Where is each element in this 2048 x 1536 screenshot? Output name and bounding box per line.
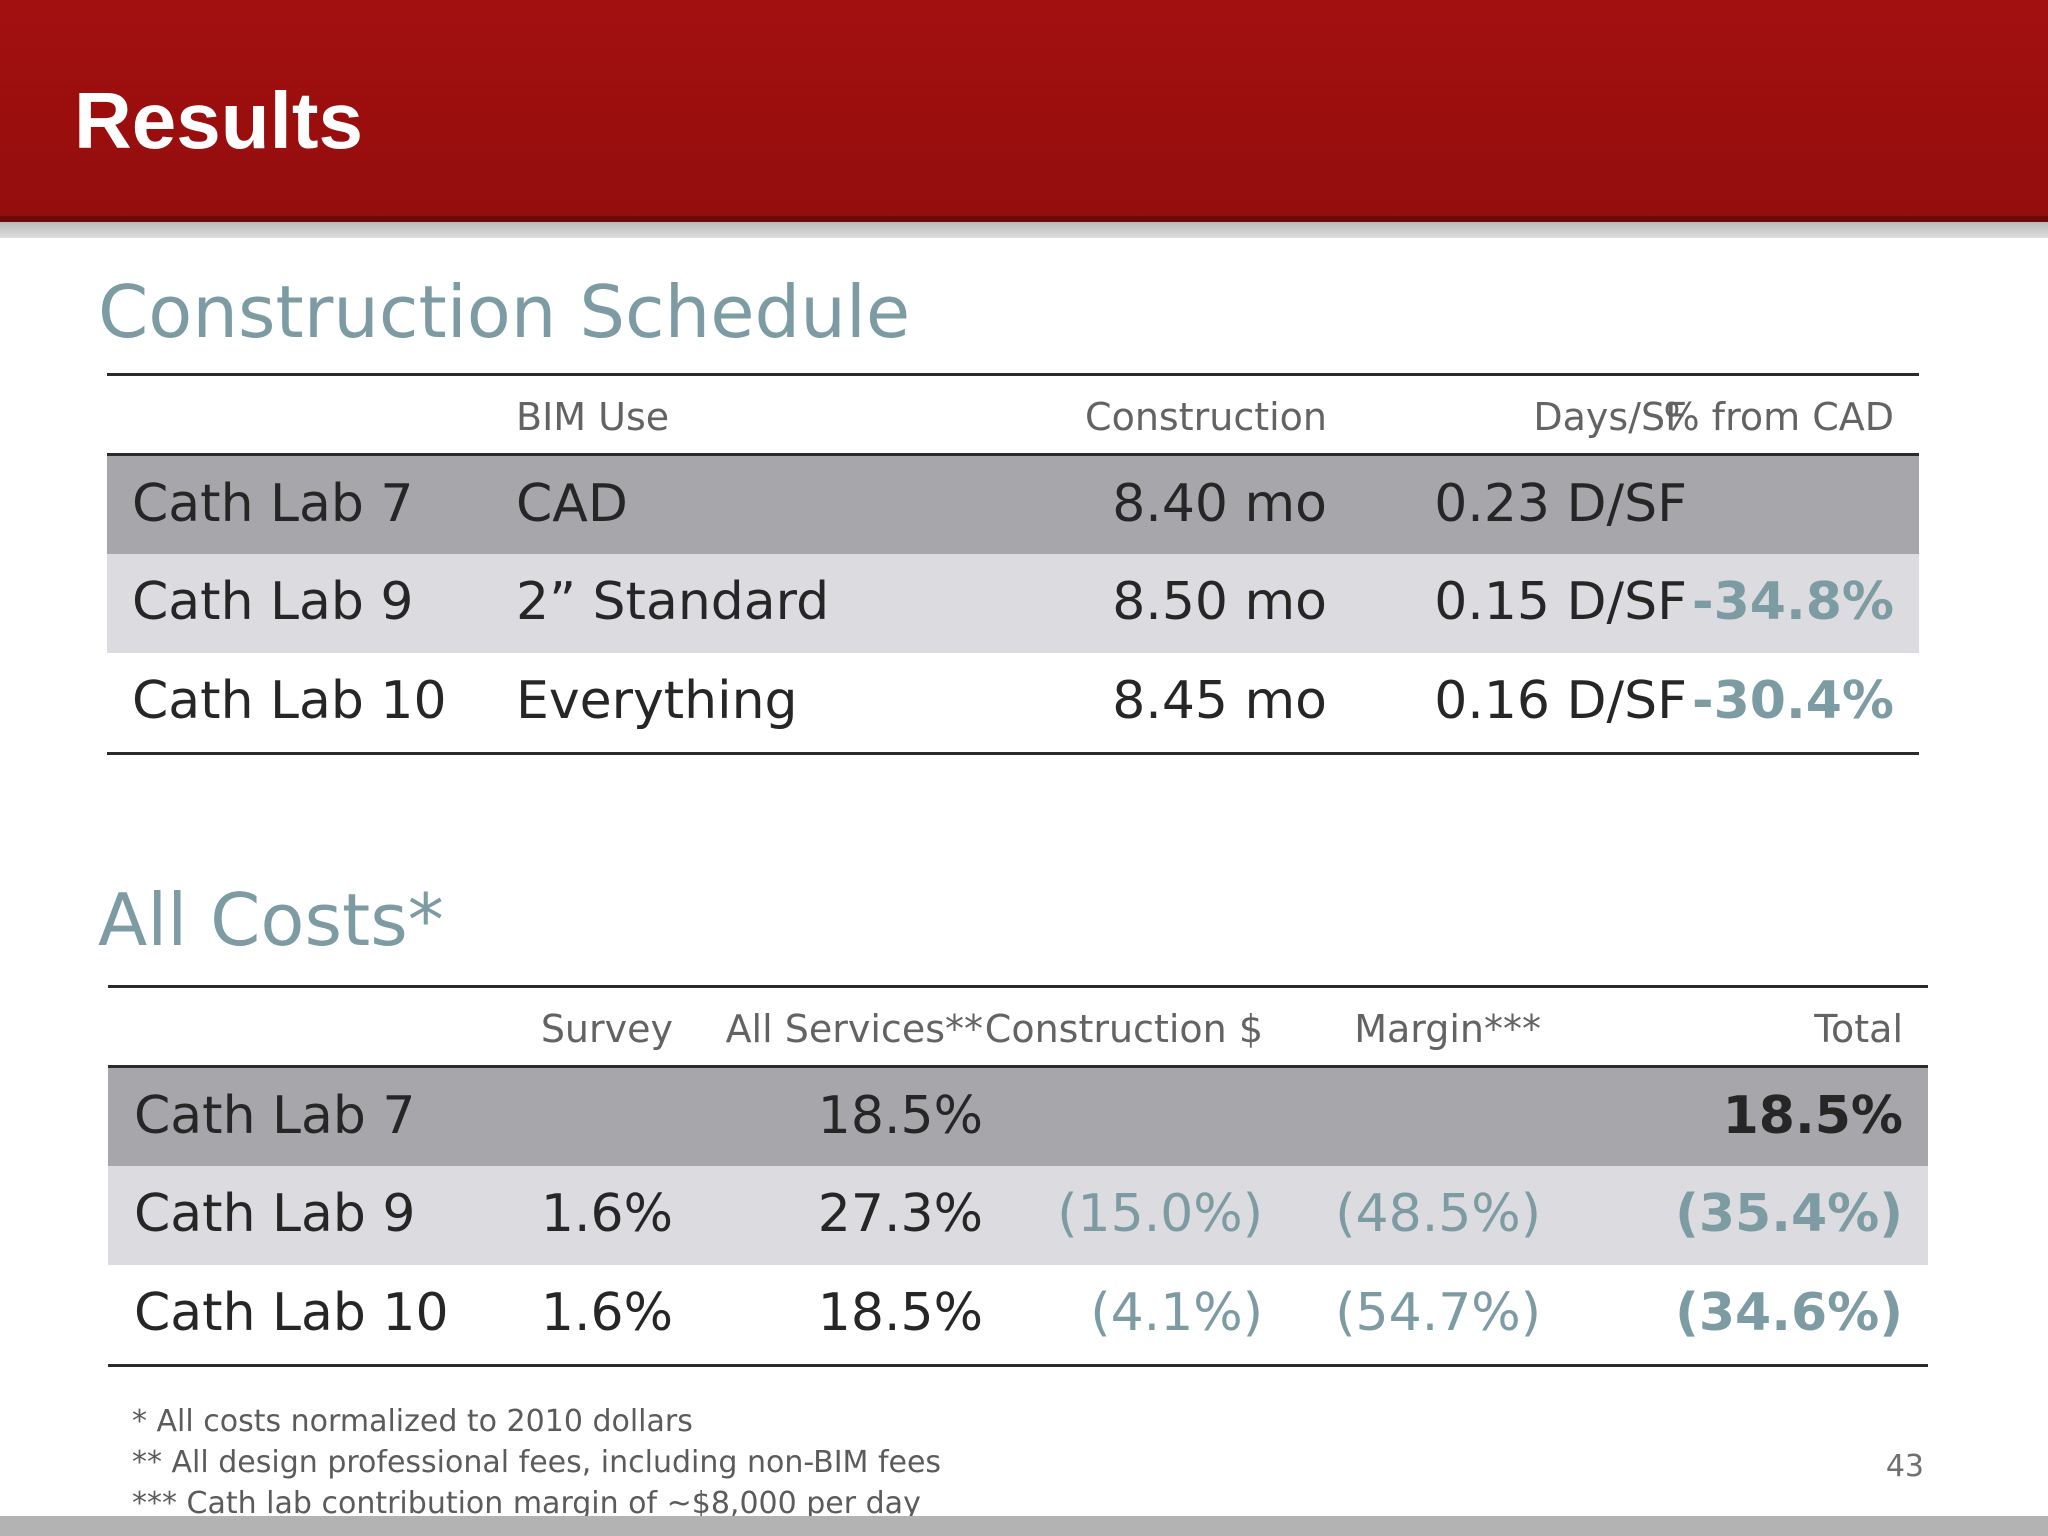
costs-header-construction-dollars: Construction $ — [984, 1007, 1263, 1051]
costs-table: Survey All Services** Construction $ Mar… — [108, 985, 1928, 1367]
schedule-table: BIM Use Construction Days/SF % from CAD … — [107, 373, 1919, 755]
costs-total-cell: (35.4%) — [1675, 1184, 1903, 1244]
costs-services-cell: 18.5% — [817, 1086, 983, 1146]
schedule-header-bim-use: BIM Use — [516, 395, 670, 439]
costs-header-margin: Margin*** — [1354, 1007, 1541, 1051]
costs-header-row: Survey All Services** Construction $ Mar… — [108, 1003, 1928, 1063]
footnote-3: *** Cath lab contribution margin of ~$8,… — [132, 1486, 921, 1521]
costs-margin-cell: (54.7%) — [1335, 1283, 1541, 1343]
costs-margin-cell: (48.5%) — [1335, 1184, 1541, 1244]
costs-table-top-rule — [108, 985, 1928, 988]
footer-bar — [0, 1516, 2048, 1536]
costs-lab-cell: Cath Lab 10 — [134, 1283, 449, 1343]
schedule-section-title: Construction Schedule — [98, 270, 911, 354]
costs-construction-cell: (15.0%) — [1057, 1184, 1263, 1244]
schedule-lab-cell: Cath Lab 9 — [132, 572, 414, 632]
table-row: Cath Lab 10 Everything 8.45 mo 0.16 D/SF… — [107, 653, 1919, 752]
slide-title: Results — [74, 76, 363, 165]
schedule-header-rule — [107, 453, 1919, 456]
schedule-table-bottom-rule — [107, 752, 1919, 755]
schedule-header-pct-from-cad: % from CAD — [1663, 395, 1895, 439]
costs-header-all-services: All Services** — [725, 1007, 983, 1051]
schedule-lab-cell: Cath Lab 7 — [132, 474, 414, 534]
schedule-days-sf-cell: 0.16 D/SF — [1434, 671, 1687, 731]
costs-header-survey: Survey — [540, 1007, 673, 1051]
title-banner-divider — [0, 216, 2048, 222]
title-banner — [0, 0, 2048, 220]
costs-header-total: Total — [1814, 1007, 1903, 1051]
schedule-bim-cell: Everything — [516, 671, 798, 731]
costs-survey-cell: 1.6% — [540, 1184, 673, 1244]
costs-table-bottom-rule — [108, 1364, 1928, 1367]
costs-lab-cell: Cath Lab 7 — [134, 1086, 416, 1146]
page-number: 43 — [1885, 1449, 1924, 1484]
costs-total-cell: (34.6%) — [1675, 1283, 1903, 1343]
title-banner-shadow — [0, 222, 2048, 238]
costs-lab-cell: Cath Lab 9 — [134, 1184, 416, 1244]
table-row: Cath Lab 7 18.5% 18.5% — [108, 1068, 1928, 1166]
schedule-construction-cell: 8.50 mo — [1112, 572, 1327, 632]
schedule-construction-cell: 8.40 mo — [1112, 474, 1327, 534]
schedule-bim-cell: 2” Standard — [516, 572, 830, 632]
schedule-pct-cell: -34.8% — [1692, 572, 1894, 632]
schedule-construction-cell: 8.45 mo — [1112, 671, 1327, 731]
schedule-lab-cell: Cath Lab 10 — [132, 671, 447, 731]
costs-construction-cell: (4.1%) — [1090, 1283, 1263, 1343]
costs-header-rule — [108, 1065, 1928, 1068]
schedule-header-days-sf: Days/SF — [1533, 395, 1687, 439]
schedule-days-sf-cell: 0.23 D/SF — [1434, 474, 1687, 534]
schedule-table-top-rule — [107, 373, 1919, 376]
schedule-header-row: BIM Use Construction Days/SF % from CAD — [107, 391, 1919, 451]
table-row: Cath Lab 10 1.6% 18.5% (4.1%) (54.7%) (3… — [108, 1265, 1928, 1364]
schedule-pct-cell: -30.4% — [1692, 671, 1894, 731]
schedule-days-sf-cell: 0.15 D/SF — [1434, 572, 1687, 632]
table-row: Cath Lab 9 1.6% 27.3% (15.0%) (48.5%) (3… — [108, 1166, 1928, 1265]
table-row: Cath Lab 9 2” Standard 8.50 mo 0.15 D/SF… — [107, 554, 1919, 653]
costs-survey-cell: 1.6% — [540, 1283, 673, 1343]
costs-section-title: All Costs* — [98, 878, 444, 962]
schedule-header-construction: Construction — [1085, 395, 1327, 439]
costs-total-cell: 18.5% — [1722, 1086, 1903, 1146]
footnote-1: * All costs normalized to 2010 dollars — [132, 1404, 693, 1439]
costs-services-cell: 27.3% — [817, 1184, 983, 1244]
costs-services-cell: 18.5% — [817, 1283, 983, 1343]
schedule-bim-cell: CAD — [516, 474, 628, 534]
table-row: Cath Lab 7 CAD 8.40 mo 0.23 D/SF — [107, 456, 1919, 554]
footnote-2: ** All design professional fees, includi… — [132, 1445, 942, 1480]
